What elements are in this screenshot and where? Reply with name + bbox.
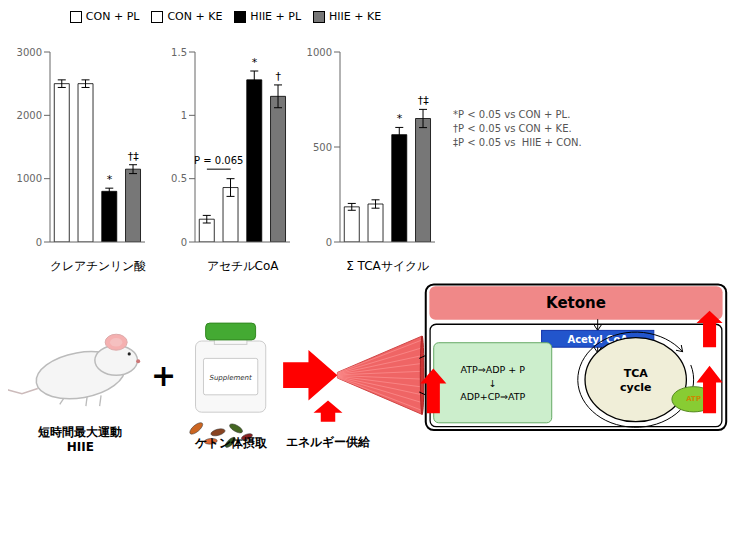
svg-text:TCAcycle: TCAcycle	[620, 366, 651, 393]
svg-text:短時間最大運動HIIE: 短時間最大運動HIIE	[37, 425, 122, 454]
svg-text:Ketone: Ketone	[546, 294, 606, 312]
svg-text:†‡: †‡	[128, 150, 140, 163]
svg-text:Acetyl CoA: Acetyl CoA	[567, 333, 628, 345]
svg-text:1.5: 1.5	[171, 47, 187, 58]
svg-text:†‡: †‡	[418, 94, 430, 107]
svg-text:1: 1	[181, 110, 187, 121]
html-text:HIIE + PL: HIIE + PL	[250, 10, 301, 23]
svg-text:クレアチンリン酸: クレアチンリン酸	[50, 259, 146, 272]
svg-text:Supplement: Supplement	[209, 374, 252, 382]
svg-text:ATP⇒ADP + P↓ADP+CP⇒ATP: ATP⇒ADP + P↓ADP+CP⇒ATP	[460, 364, 525, 402]
svg-text:*: *	[252, 56, 258, 69]
svg-text:Σ TCAサイクル: Σ TCAサイクル	[346, 259, 429, 272]
svg-text:エネルギー供給: エネルギー供給	[286, 435, 371, 449]
svg-text:アセチルCoA: アセチルCoA	[207, 259, 280, 272]
svg-text:3000: 3000	[17, 47, 42, 58]
svg-text:ケトン体摂取: ケトン体摂取	[194, 436, 268, 450]
svg-text:0: 0	[181, 237, 187, 248]
svg-text:0.5: 0.5	[171, 173, 187, 184]
svg-text:2000: 2000	[17, 110, 42, 121]
svg-text:0: 0	[36, 237, 42, 248]
svg-text:*: *	[107, 173, 113, 186]
html-text:CON + KE: CON + KE	[167, 10, 223, 23]
svg-text:+: +	[151, 358, 176, 393]
svg-text:*: *	[397, 112, 403, 125]
svg-text:P = 0.065: P = 0.065	[194, 155, 243, 166]
svg-text:1000: 1000	[17, 173, 42, 184]
html-text:HIIE + KE: HIIE + KE	[329, 10, 382, 23]
svg-text:1000: 1000	[307, 47, 332, 58]
html-text:CON + PL: CON + PL	[85, 10, 140, 23]
svg-text:0: 0	[326, 237, 332, 248]
svg-text:†: †	[275, 70, 281, 83]
svg-text:ATP: ATP	[686, 395, 701, 403]
svg-text:500: 500	[313, 142, 332, 153]
html-text:*P < 0.05 vs CON + PL. †P < 0.: *P < 0.05 vs CON + PL. †P < 0.05 vs CON …	[453, 109, 582, 148]
